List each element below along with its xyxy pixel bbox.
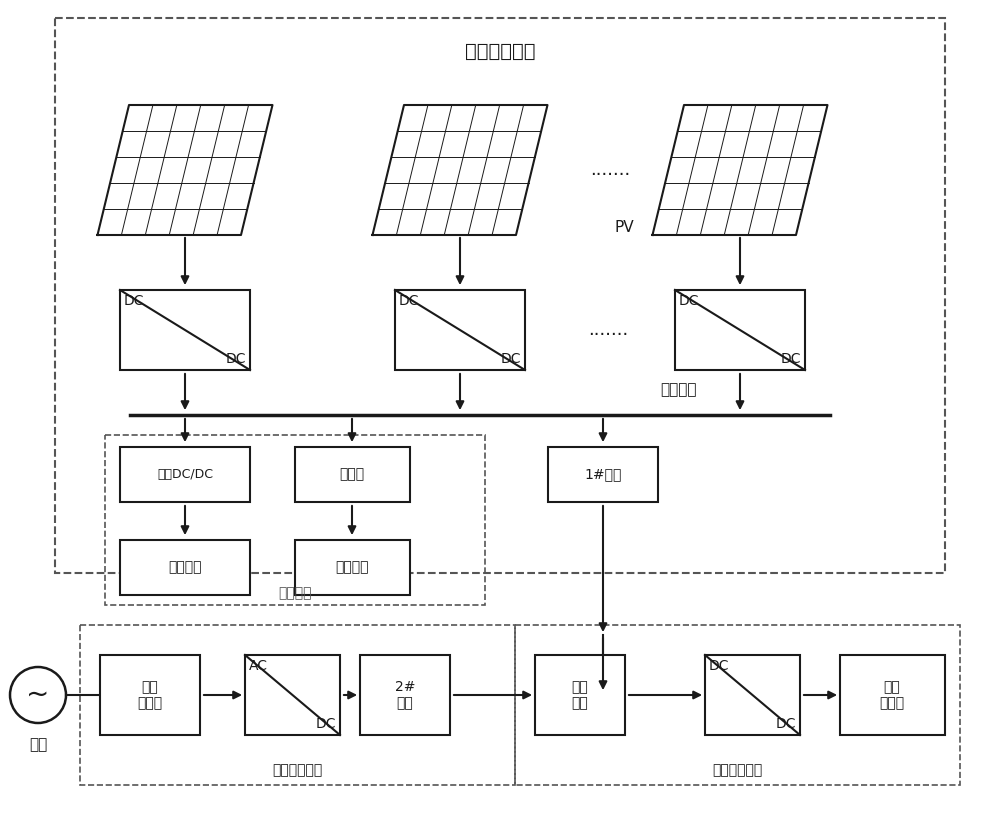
Bar — [120, 540, 250, 595]
Bar — [295, 447, 410, 502]
Text: DC: DC — [501, 352, 521, 366]
Text: .......: ....... — [588, 321, 628, 339]
Text: DC: DC — [709, 659, 730, 673]
Text: 储能系统: 储能系统 — [278, 586, 312, 600]
Text: 电炉供电系统: 电炉供电系统 — [272, 763, 322, 777]
Text: 整流
变压器: 整流 变压器 — [137, 680, 163, 710]
Bar — [395, 290, 525, 370]
Bar — [245, 655, 340, 735]
Text: DC: DC — [780, 352, 801, 366]
Text: AC: AC — [249, 659, 268, 673]
Text: 电池系统: 电池系统 — [335, 560, 369, 574]
Text: DC: DC — [679, 294, 700, 308]
Bar — [548, 447, 658, 502]
Text: DC: DC — [776, 717, 796, 731]
Bar — [515, 625, 960, 785]
Bar — [120, 290, 250, 370]
Text: 电炉沶炼系统: 电炉沶炼系统 — [712, 763, 762, 777]
Text: 1#开关: 1#开关 — [584, 467, 622, 481]
Text: 充电器: 充电器 — [339, 467, 365, 481]
Text: 直流
沶炼炉: 直流 沶炼炉 — [879, 680, 905, 710]
Bar — [55, 18, 945, 573]
Text: DC: DC — [124, 294, 144, 308]
Text: 双向DC/DC: 双向DC/DC — [157, 467, 213, 480]
Bar — [295, 540, 410, 595]
Text: DC: DC — [399, 294, 420, 308]
Bar — [840, 655, 945, 735]
Text: 直流
母线: 直流 母线 — [572, 680, 588, 710]
Bar — [705, 655, 800, 735]
Text: DC: DC — [226, 352, 246, 366]
Text: 超级电容: 超级电容 — [168, 560, 202, 574]
Text: PV: PV — [615, 220, 635, 235]
Text: DC: DC — [316, 717, 336, 731]
Text: 汇流母线: 汇流母线 — [660, 382, 696, 397]
Bar — [360, 655, 450, 735]
Text: 电网: 电网 — [29, 737, 47, 752]
Text: .......: ....... — [590, 161, 630, 179]
Bar — [80, 625, 515, 785]
Bar — [105, 435, 485, 605]
Text: 光伏发电系统: 光伏发电系统 — [465, 42, 535, 61]
Bar — [675, 290, 805, 370]
Text: ~: ~ — [26, 681, 50, 709]
Text: 2#
开关: 2# 开关 — [395, 680, 415, 710]
Bar — [100, 655, 200, 735]
Bar — [535, 655, 625, 735]
Bar — [120, 447, 250, 502]
